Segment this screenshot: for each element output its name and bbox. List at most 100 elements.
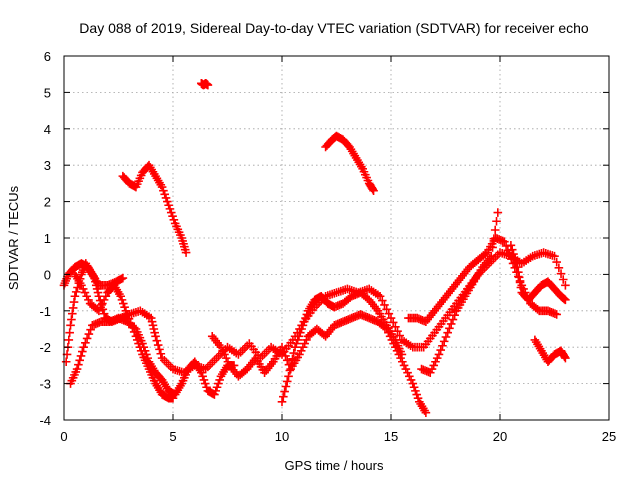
- data-point: [561, 295, 570, 305]
- y-tick-label: -2: [39, 340, 51, 355]
- data-point: [412, 390, 422, 399]
- data-point: [120, 302, 129, 312]
- data-point: [70, 291, 80, 301]
- data-point: [277, 342, 287, 352]
- data-point: [215, 375, 224, 385]
- series-track-b: [61, 259, 128, 367]
- data-point: [124, 314, 134, 324]
- data-point: [438, 341, 447, 351]
- x-tick-label: 25: [602, 429, 616, 444]
- data-point: [290, 342, 300, 352]
- series-track-k: [417, 208, 503, 377]
- data-point: [510, 254, 520, 263]
- data-point: [281, 351, 290, 361]
- data-point: [157, 182, 167, 192]
- data-point: [62, 350, 72, 359]
- data-point: [493, 208, 503, 217]
- data-point: [288, 354, 297, 364]
- data-point: [299, 317, 309, 327]
- data-point: [506, 240, 516, 250]
- axes: 0 5 10 15 20 25 -4 -3 -2 -1 0 1 2 3 4 5 6: [39, 49, 616, 444]
- data-point: [380, 300, 389, 310]
- series-track-j: [404, 233, 561, 327]
- data-point: [67, 309, 77, 319]
- data-point: [69, 297, 79, 307]
- data-point: [93, 288, 103, 297]
- y-axis-label: SDTVAR / TECUs: [6, 185, 21, 290]
- data-point: [279, 347, 289, 356]
- y-tick-label: 2: [44, 195, 51, 210]
- x-tick-label: 10: [275, 429, 289, 444]
- data-point: [199, 375, 209, 385]
- data-point: [82, 334, 92, 343]
- data-point: [163, 197, 172, 206]
- data-point: [436, 345, 446, 355]
- data-point: [411, 386, 420, 396]
- series-track-i: [277, 288, 407, 407]
- data-point: [155, 345, 164, 354]
- data-point: [212, 382, 222, 392]
- data-point: [211, 386, 221, 396]
- data-point: [282, 377, 292, 386]
- data-point: [285, 366, 295, 375]
- data-point: [200, 379, 210, 388]
- data-points: [59, 79, 570, 418]
- data-point: [65, 328, 74, 337]
- chart-title: Day 088 of 2019, Sidereal Day-to-day VTE…: [79, 20, 589, 36]
- data-point: [81, 338, 90, 348]
- data-point: [203, 80, 213, 90]
- data-point: [146, 313, 156, 323]
- series-track-e: [118, 160, 191, 257]
- data-point: [129, 327, 139, 337]
- data-point: [509, 249, 518, 259]
- data-point: [281, 382, 291, 391]
- data-point: [513, 262, 522, 272]
- data-point: [160, 190, 170, 199]
- data-point: [117, 295, 127, 305]
- data-point: [500, 237, 509, 246]
- data-point: [377, 296, 387, 305]
- data-point: [369, 186, 378, 195]
- data-point: [164, 200, 173, 210]
- data-point: [511, 258, 521, 268]
- data-point: [122, 310, 132, 319]
- data-point: [446, 319, 456, 329]
- data-point: [181, 248, 191, 257]
- data-point: [292, 339, 301, 348]
- data-point: [76, 351, 86, 361]
- data-point: [134, 339, 143, 348]
- data-point: [439, 337, 449, 346]
- data-point: [388, 318, 398, 327]
- data-point: [282, 356, 292, 365]
- data-point: [393, 326, 402, 336]
- data-point: [561, 281, 570, 290]
- y-tick-label: 6: [44, 49, 51, 64]
- y-tick-label: 5: [44, 85, 51, 100]
- data-point: [368, 184, 377, 194]
- data-point: [66, 321, 75, 330]
- y-tick-label: 0: [44, 267, 51, 282]
- data-point: [121, 306, 131, 316]
- data-point: [294, 331, 304, 341]
- data-point: [297, 324, 306, 334]
- data-point: [168, 393, 178, 403]
- data-point: [86, 325, 95, 335]
- data-point: [296, 328, 305, 337]
- data-point: [382, 305, 391, 314]
- data-point: [148, 321, 158, 330]
- data-point: [156, 349, 166, 359]
- y-tick-label: 1: [44, 231, 51, 246]
- data-point: [408, 379, 418, 388]
- data-point: [159, 186, 168, 195]
- y-tick-label: 3: [44, 158, 51, 173]
- data-point: [286, 360, 296, 369]
- x-tick-label: 5: [169, 429, 176, 444]
- data-point: [507, 245, 517, 254]
- data-point: [277, 397, 287, 407]
- data-point: [441, 332, 451, 342]
- data-point: [168, 211, 177, 221]
- data-point: [293, 335, 302, 345]
- data-point: [68, 303, 78, 313]
- data-point: [152, 336, 162, 345]
